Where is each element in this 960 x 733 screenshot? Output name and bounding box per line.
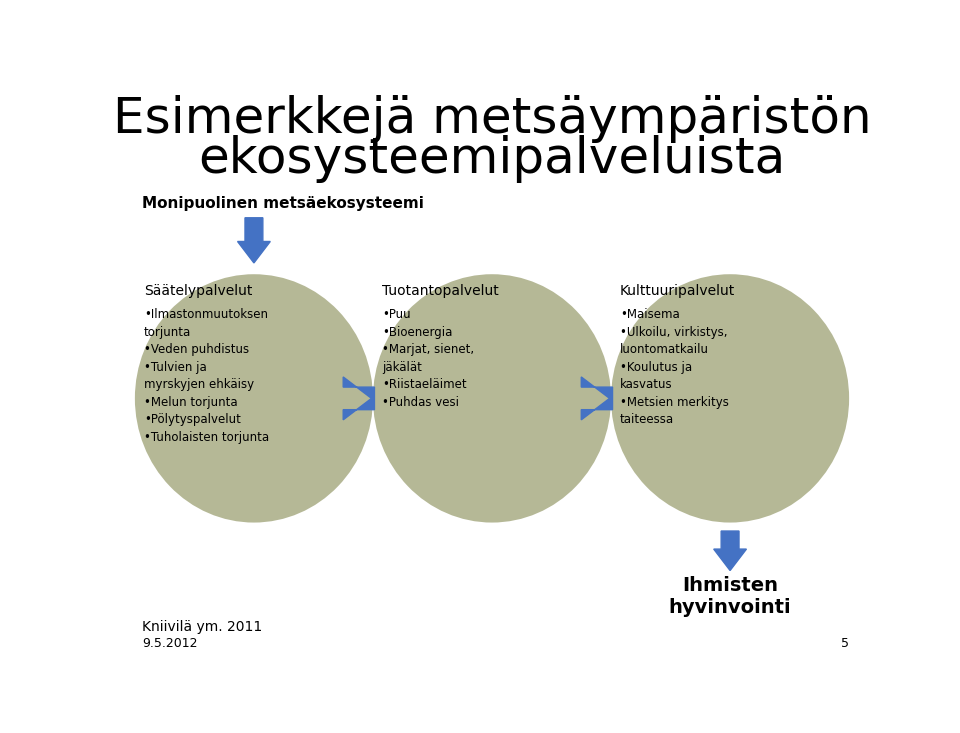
Polygon shape: [344, 377, 374, 420]
Text: Kniivilä ym. 2011: Kniivilä ym. 2011: [142, 620, 263, 634]
Text: Esimerkkejä metsäympäristön: Esimerkkejä metsäympäristön: [112, 95, 872, 143]
Text: ekosysteemipalveluista: ekosysteemipalveluista: [199, 135, 785, 183]
Text: •Ilmastonmuutoksen
torjunta
•Veden puhdistus
•Tulvien ja
myrskyjen ehkäisy
•Melu: •Ilmastonmuutoksen torjunta •Veden puhdi…: [144, 308, 269, 443]
Polygon shape: [237, 218, 271, 263]
Polygon shape: [713, 531, 747, 570]
Text: Kulttuuripalvelut: Kulttuuripalvelut: [620, 284, 735, 298]
Text: 9.5.2012: 9.5.2012: [142, 638, 198, 650]
Ellipse shape: [134, 274, 372, 523]
Text: Monipuolinen metsäekosysteemi: Monipuolinen metsäekosysteemi: [142, 196, 424, 211]
Text: 5: 5: [841, 638, 849, 650]
Polygon shape: [581, 377, 612, 420]
Text: Säätelypalvelut: Säätelypalvelut: [144, 284, 252, 298]
Text: •Puu
•Bioenergia
•Marjat, sienet,
jäkälät
•Riistaeläimet
•Puhdas vesi: •Puu •Bioenergia •Marjat, sienet, jäkälä…: [382, 308, 474, 408]
Text: Ihmisten
hyvinvointi: Ihmisten hyvinvointi: [669, 576, 791, 617]
Text: •Maisema
•Ulkoilu, virkistys,
luontomatkailu
•Koulutus ja
kasvatus
•Metsien merk: •Maisema •Ulkoilu, virkistys, luontomatk…: [620, 308, 729, 426]
Text: Tuotantopalvelut: Tuotantopalvelut: [382, 284, 498, 298]
Ellipse shape: [372, 274, 611, 523]
Ellipse shape: [611, 274, 849, 523]
